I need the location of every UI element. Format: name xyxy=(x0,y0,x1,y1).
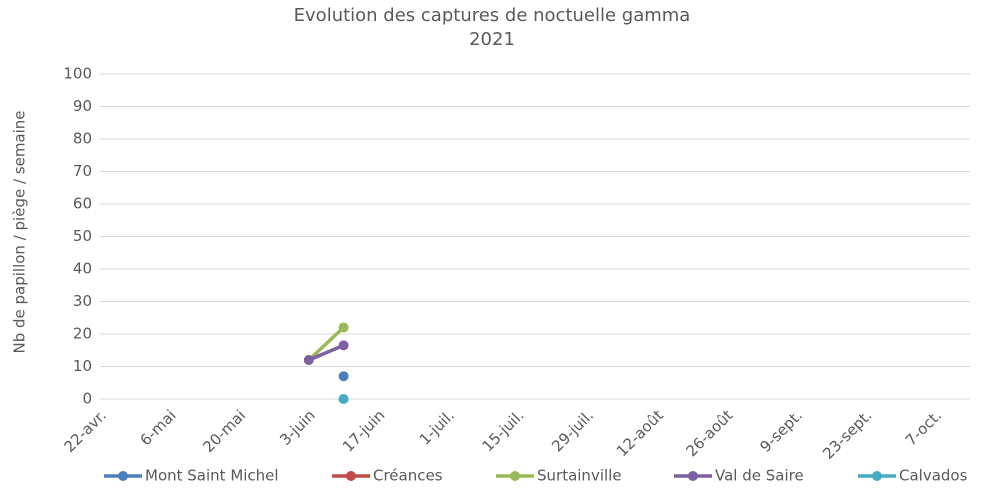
x-tick-label: 12-août xyxy=(613,406,667,460)
y-tick-label: 80 xyxy=(73,130,92,148)
legend-label: Val de Saire xyxy=(715,467,804,485)
x-tick-label: 1-juil. xyxy=(416,406,458,448)
legend-marker xyxy=(872,471,882,481)
data-point xyxy=(338,371,349,382)
y-tick-label: 90 xyxy=(73,97,92,115)
x-tick-label: 29-juil. xyxy=(548,406,597,455)
x-tick-label: 3-juin xyxy=(276,406,319,449)
legend-marker xyxy=(346,471,356,481)
data-point xyxy=(338,322,349,333)
legend-marker xyxy=(118,471,128,481)
y-tick-label: 20 xyxy=(73,325,92,343)
data-point xyxy=(338,394,349,404)
y-tick-label: 100 xyxy=(63,65,92,83)
legend-label: Calvados xyxy=(899,467,968,485)
y-tick-label: 60 xyxy=(73,195,92,213)
y-axis-label: Nb de papillon / piège / semaine xyxy=(11,110,29,353)
legend-marker xyxy=(510,471,520,481)
legend-label: Surtainville xyxy=(537,467,622,485)
x-tick-label: 22-avr. xyxy=(60,406,110,456)
x-tick-label: 15-juil. xyxy=(479,406,528,455)
y-tick-label: 70 xyxy=(73,162,92,180)
data-point xyxy=(338,340,349,351)
y-tick-label: 50 xyxy=(73,227,92,245)
y-tick-label: 10 xyxy=(73,357,92,375)
x-tick-label: 26-août xyxy=(682,406,736,460)
x-tick-label: 23-sept. xyxy=(819,406,875,462)
y-tick-label: 30 xyxy=(73,292,92,310)
data-point xyxy=(303,355,314,365)
chart-title: Evolution des captures de noctuelle gamm… xyxy=(294,5,691,26)
x-tick-label: 9-sept. xyxy=(756,406,806,456)
legend-label: Mont Saint Michel xyxy=(145,467,279,485)
x-tick-label: 6-mai xyxy=(137,406,180,449)
chart-subtitle: 2021 xyxy=(469,29,515,50)
x-tick-label: 20-mai xyxy=(199,406,249,456)
x-tick-label: 17-juin xyxy=(339,406,388,455)
legend-marker xyxy=(688,471,698,481)
y-tick-label: 0 xyxy=(82,390,92,408)
series-line xyxy=(307,325,346,362)
legend-label: Créances xyxy=(373,467,443,485)
x-tick-label: 7-oct. xyxy=(902,406,945,449)
y-tick-label: 40 xyxy=(73,260,92,278)
series-line xyxy=(307,343,346,362)
